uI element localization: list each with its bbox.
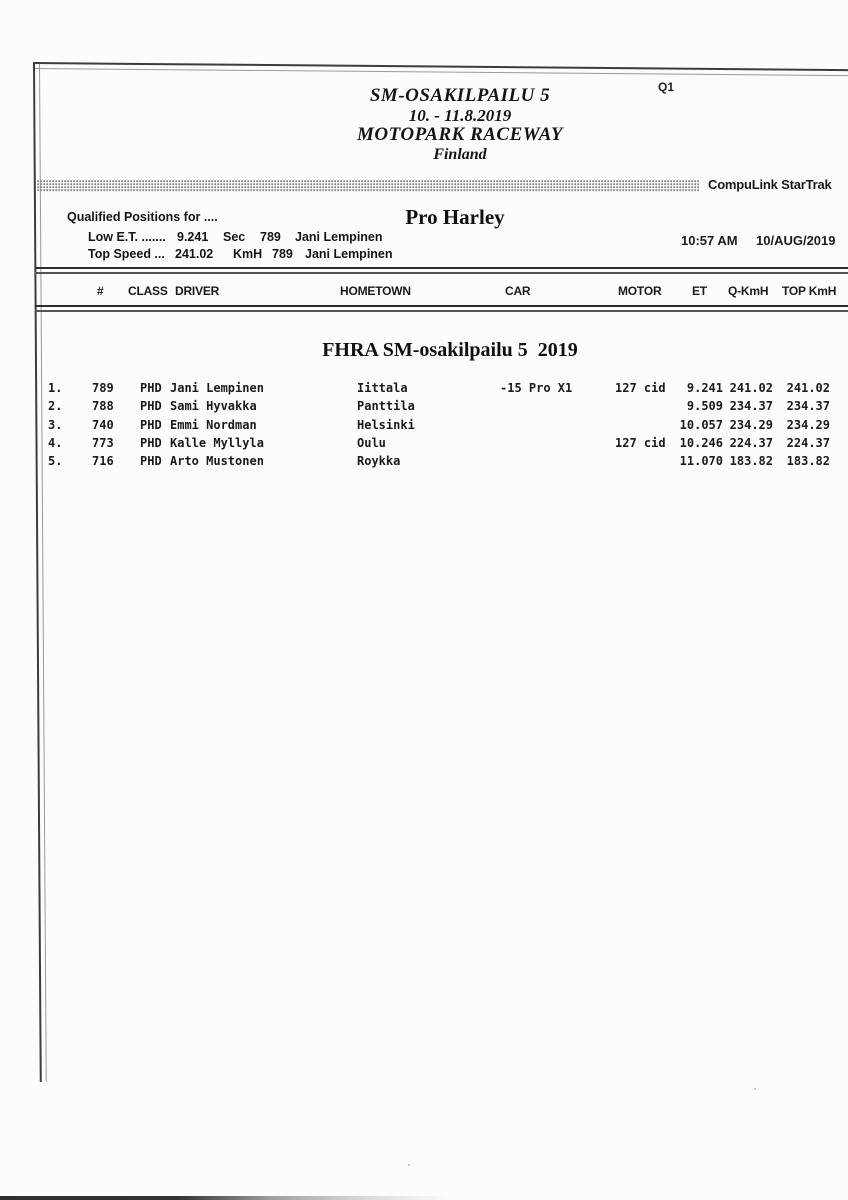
- page-border-left: [33, 63, 47, 1082]
- row-car-number: 789: [92, 381, 114, 395]
- session-marker: Q1: [658, 80, 675, 94]
- column-header-number: #: [97, 284, 104, 298]
- row-q-kmh: 234.37: [729, 399, 773, 413]
- row-class: PHD: [140, 399, 162, 413]
- table-header-rule: [35, 305, 848, 312]
- table-row: 4. 773 PHD Kalle Myllyla Oulu 127 cid 10…: [0, 436, 848, 451]
- row-class: PHD: [140, 418, 162, 432]
- row-et: 10.246: [679, 436, 723, 450]
- top-speed-car-number: 789: [272, 247, 293, 261]
- low-et-unit: Sec: [223, 230, 246, 244]
- row-hometown: Panttila: [357, 399, 415, 413]
- column-header-class: CLASS: [128, 284, 168, 298]
- row-class: PHD: [140, 381, 162, 395]
- print-time: 10:57 AM: [681, 233, 738, 248]
- row-et: 9.241: [686, 381, 723, 395]
- column-header-et: ET: [692, 284, 707, 298]
- row-driver: Kalle Myllyla: [170, 436, 264, 450]
- row-top-kmh: 183.82: [786, 454, 830, 468]
- scan-edge-artifact: [0, 1196, 600, 1200]
- column-header-car: CAR: [505, 284, 531, 298]
- row-top-kmh: 234.37: [786, 399, 830, 413]
- halftone-divider-band: [37, 180, 699, 192]
- column-header-hometown: HOMETOWN: [340, 284, 411, 298]
- low-et-car-number: 789: [260, 230, 281, 244]
- class-title: Pro Harley: [405, 205, 505, 229]
- row-driver: Sami Hyvakka: [170, 399, 257, 413]
- event-venue: MOTOPARK RACEWAY: [357, 124, 563, 145]
- column-header-qkmh: Q-KmH: [728, 284, 769, 298]
- table-row: 3. 740 PHD Emmi Nordman Helsinki 10.057 …: [0, 418, 848, 433]
- scan-speck: [408, 1164, 410, 1166]
- print-date: 10/AUG/2019: [756, 233, 836, 248]
- row-position: 4.: [48, 436, 63, 450]
- top-speed-value: 241.02: [175, 247, 214, 261]
- row-driver: Arto Mustonen: [170, 454, 264, 468]
- row-q-kmh: 183.82: [729, 454, 773, 468]
- column-header-driver: DRIVER: [175, 284, 220, 298]
- top-speed-label: Top Speed ...: [88, 247, 165, 261]
- row-position: 5.: [48, 454, 63, 468]
- table-row: 2. 788 PHD Sami Hyvakka Panttila 9.509 2…: [0, 399, 848, 414]
- row-driver: Emmi Nordman: [170, 418, 257, 432]
- row-hometown: Oulu: [357, 436, 386, 450]
- event-country: Finland: [433, 146, 487, 163]
- row-motor: 127 cid: [615, 381, 666, 395]
- row-top-kmh: 234.29: [786, 418, 830, 432]
- top-speed-unit: KmH: [233, 247, 263, 261]
- row-q-kmh: 224.37: [729, 436, 773, 450]
- row-et: 11.070: [679, 454, 723, 468]
- page-border-top: [32, 62, 848, 77]
- row-top-kmh: 241.02: [786, 381, 830, 395]
- table-row: 1. 789 PHD Jani Lempinen Iittala -15 Pro…: [0, 381, 848, 396]
- column-header-topkmh: TOP KmH: [782, 284, 837, 298]
- row-et: 10.057: [679, 418, 723, 432]
- row-q-kmh: 241.02: [729, 381, 773, 395]
- low-et-driver: Jani Lempinen: [295, 230, 383, 244]
- row-class: PHD: [140, 436, 162, 450]
- timing-system-brand: CompuLink StarTrak: [708, 177, 832, 192]
- section-title: FHRA SM-osakilpailu 5 2019: [322, 339, 578, 361]
- row-car-number: 788: [92, 399, 114, 413]
- row-motor: 127 cid: [615, 436, 666, 450]
- low-et-value: 9.241: [177, 230, 209, 244]
- low-et-label: Low E.T. .......: [88, 230, 166, 244]
- event-dates: 10. - 11.8.2019: [408, 106, 512, 125]
- event-title: SM-OSAKILPAILU 5: [369, 85, 551, 106]
- row-class: PHD: [140, 454, 162, 468]
- row-driver: Jani Lempinen: [170, 381, 264, 395]
- row-q-kmh: 234.29: [729, 418, 773, 432]
- row-position: 2.: [48, 399, 63, 413]
- row-car-number: 740: [92, 418, 114, 432]
- event-header: SM-OSAKILPAILU 5 10. - 11.8.2019 MOTOPAR…: [230, 86, 690, 164]
- top-speed-driver: Jani Lempinen: [305, 247, 393, 261]
- row-position: 3.: [48, 418, 63, 432]
- row-position: 1.: [48, 381, 63, 395]
- row-car: -15 Pro X1: [500, 381, 573, 395]
- table-top-rule: [35, 267, 848, 274]
- scan-speck: [754, 1088, 756, 1090]
- table-row: 5. 716 PHD Arto Mustonen Roykka 11.070 1…: [0, 454, 848, 469]
- qualified-positions-label: Qualified Positions for ....: [67, 210, 218, 224]
- row-hometown: Roykka: [357, 454, 401, 468]
- row-top-kmh: 224.37: [786, 436, 830, 450]
- row-car-number: 716: [92, 454, 114, 468]
- row-car-number: 773: [92, 436, 114, 450]
- column-header-motor: MOTOR: [618, 284, 662, 298]
- row-et: 9.509: [686, 399, 723, 413]
- row-hometown: Iittala: [357, 381, 408, 395]
- row-hometown: Helsinki: [357, 418, 415, 432]
